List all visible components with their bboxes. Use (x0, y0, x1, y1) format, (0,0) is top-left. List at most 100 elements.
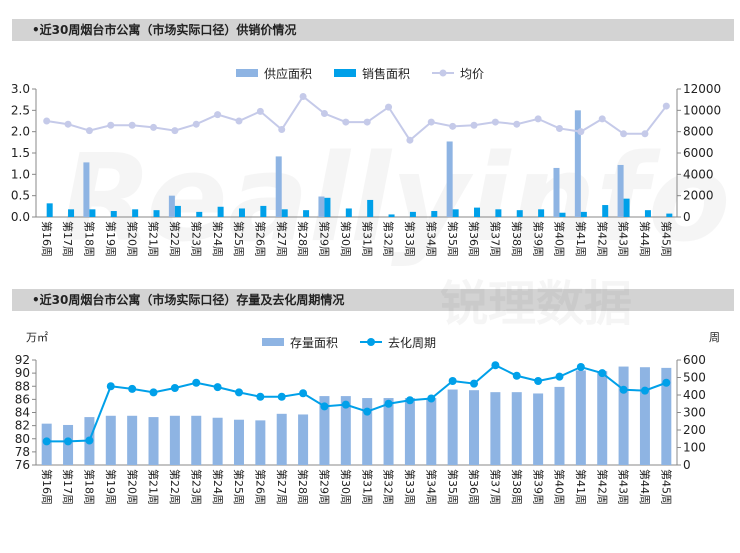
y-tick-label-right: 500 (683, 371, 706, 385)
x-tick-label: 第18周 (83, 221, 97, 257)
bar-存量面积 (490, 392, 501, 465)
bar-销售面积 (281, 209, 288, 217)
bar-供应面积 (275, 156, 282, 217)
point-均价 (534, 115, 542, 123)
x-tick-label: 第34周 (424, 221, 438, 257)
y-tick-label-left: 0.0 (11, 210, 30, 224)
y-tick-label-left: 86 (15, 392, 30, 406)
point-去化周期 (576, 363, 585, 371)
x-tick-label: 第21周 (147, 469, 161, 505)
x-tick-label: 第16周 (40, 221, 54, 257)
bar-存量面积 (597, 371, 608, 465)
x-tick-label: 第25周 (232, 221, 246, 257)
bar-存量面积 (511, 392, 522, 465)
point-去化周期 (234, 388, 243, 397)
point-去化周期 (192, 378, 201, 387)
x-tick-label: 第30周 (339, 221, 353, 257)
y-tick-label-right: 0 (683, 458, 691, 472)
y-tick-label-right: 600 (683, 353, 706, 367)
x-tick-label: 第40周 (553, 469, 567, 505)
bar-销售面积 (666, 213, 673, 217)
x-tick-label: 第22周 (168, 221, 182, 257)
bar-存量面积 (148, 417, 159, 465)
x-tick-label: 第31周 (360, 221, 374, 257)
x-tick-label: 第36周 (467, 469, 481, 505)
y-tick-label-left: 2.5 (11, 103, 30, 117)
bar-销售面积 (559, 212, 566, 217)
x-tick-label: 第29周 (318, 469, 332, 505)
bar-存量面积 (618, 366, 629, 465)
bar-销售面积 (238, 208, 245, 217)
bar-销售面积 (516, 210, 523, 217)
point-均价 (171, 127, 179, 135)
point-去化周期 (512, 371, 521, 380)
x-tick-label: 第26周 (254, 221, 268, 257)
point-去化周期 (384, 399, 393, 408)
x-tick-label: 第30周 (339, 469, 353, 505)
y-tick-label-left: 80 (15, 432, 30, 446)
point-均价 (385, 103, 393, 111)
point-去化周期 (427, 394, 436, 403)
x-tick-label: 第39周 (531, 469, 545, 505)
point-均价 (427, 118, 435, 126)
x-tick-label: 第45周 (659, 469, 673, 505)
x-tick-label: 第17周 (61, 469, 75, 505)
x-tick-label: 第33周 (403, 469, 417, 505)
bar-销售面积 (644, 210, 651, 217)
bar-供应面积 (574, 110, 581, 217)
x-tick-label: 第40周 (553, 221, 567, 257)
bar-存量面积 (383, 398, 394, 465)
point-去化周期 (42, 437, 51, 446)
y-tick-label-right: 0 (683, 210, 691, 224)
x-tick-label: 第44周 (638, 221, 652, 257)
point-去化周期 (555, 372, 564, 381)
point-均价 (192, 120, 200, 128)
y-tick-label-right: 400 (683, 388, 706, 402)
point-去化周期 (170, 384, 179, 392)
bar-存量面积 (105, 415, 116, 465)
x-tick-label: 第43周 (617, 469, 631, 505)
legend-swatch-供应面积 (236, 69, 258, 77)
bar-供应面积 (617, 164, 624, 217)
point-均价 (491, 118, 499, 126)
bar-销售面积 (260, 205, 267, 217)
y-tick-label-left: 76 (15, 458, 30, 472)
point-去化周期 (640, 386, 649, 395)
point-均价 (363, 118, 371, 126)
point-均价 (299, 92, 307, 100)
x-tick-label: 第41周 (574, 469, 588, 505)
bar-供应面积 (168, 195, 175, 217)
legend-label-销售面积: 销售面积 (362, 66, 410, 81)
bar-销售面积 (409, 211, 416, 217)
bar-销售面积 (495, 209, 502, 217)
bar-存量面积 (575, 370, 586, 465)
line-去化周期 (46, 364, 667, 443)
y-tick-label-left: 82 (15, 419, 30, 433)
bar-销售面积 (324, 197, 331, 217)
x-tick-label: 第36周 (467, 221, 481, 257)
bar-存量面积 (661, 367, 672, 465)
bar-销售面积 (217, 206, 224, 217)
legend-swatch-存量面积 (262, 338, 284, 346)
point-均价 (256, 107, 264, 115)
y-tick-label-right: 4000 (683, 167, 714, 181)
x-tick-label: 第43周 (617, 221, 631, 257)
bar-销售面积 (89, 209, 96, 217)
point-去化周期 (299, 389, 308, 398)
legend-label-均价: 均价 (460, 67, 484, 81)
bar-存量面积 (469, 390, 480, 465)
y-tick-label-right: 2000 (683, 189, 714, 203)
x-tick-label: 第23周 (189, 221, 203, 257)
bar-销售面积 (110, 211, 117, 217)
point-去化周期 (534, 377, 543, 385)
x-tick-label: 第39周 (531, 221, 545, 257)
point-去化周期 (363, 407, 372, 416)
x-tick-label: 第42周 (595, 469, 609, 505)
bar-存量面积 (169, 415, 180, 465)
unit-right: 周 (709, 331, 720, 344)
x-tick-label: 第32周 (382, 469, 396, 505)
bar-销售面积 (623, 198, 630, 217)
x-tick-label: 第21周 (147, 221, 161, 257)
bar-供应面积 (553, 167, 560, 217)
point-均价 (641, 130, 649, 138)
